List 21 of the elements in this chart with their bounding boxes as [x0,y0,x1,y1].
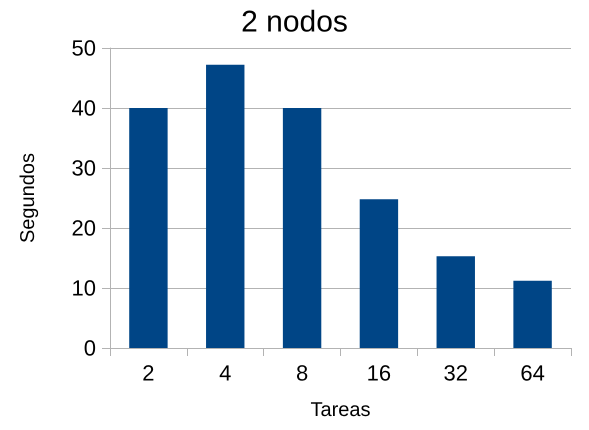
y-tick-label: 40 [72,96,96,120]
bar [282,108,322,348]
x-tick-label: 32 [444,360,468,386]
y-axis-title: Segundos [17,152,39,244]
x-tick-label: 64 [520,360,545,386]
y-tick-label: 10 [72,276,96,300]
y-tick-label: 30 [72,156,96,180]
x-axis-title: Tareas [310,399,371,421]
y-tick-label: 20 [72,216,96,240]
x-tick-label: 8 [296,360,308,386]
x-tick-label: 16 [366,360,392,386]
bar [360,199,398,348]
bar [513,280,552,348]
y-tick-label: 50 [72,36,96,60]
x-tick-label: 2 [142,360,155,386]
bar [129,108,168,348]
bar [436,256,475,348]
chart-title: 2 nodos [241,6,348,38]
x-tick-label: 4 [219,360,232,386]
bar [206,64,244,348]
y-tick-label: 0 [84,336,96,360]
